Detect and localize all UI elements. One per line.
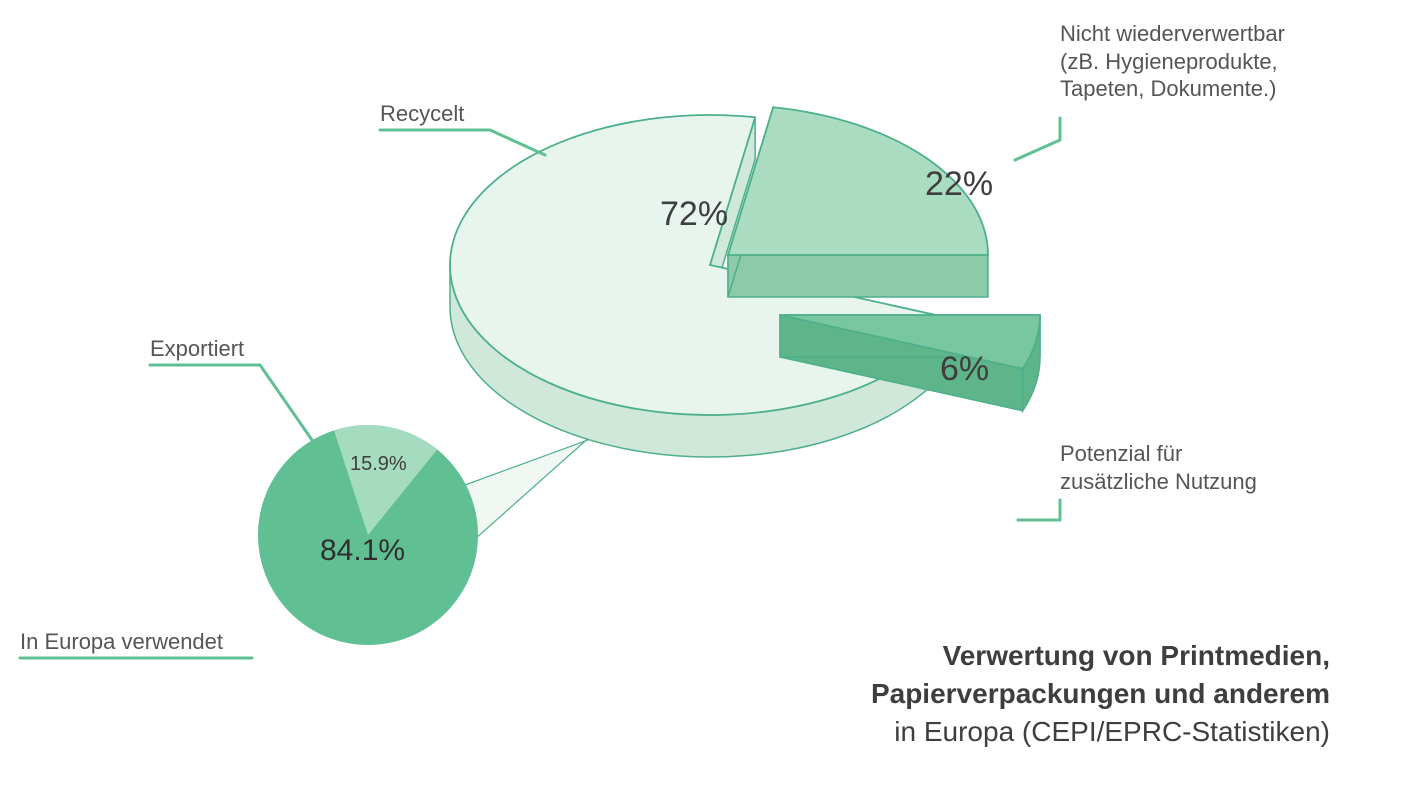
- caption-line-1: Verwertung von Printmedien,: [943, 640, 1330, 672]
- chart-stage: 72% 22% 6% 84.1% 15.9% Recycelt Nicht wieder…: [0, 0, 1402, 790]
- label-recycled: Recycelt: [380, 100, 464, 128]
- svg-text:15.9%: 15.9%: [350, 453, 407, 475]
- label-nonrecyclable: Nicht wiederverwertbar (zB. Hygieneprodu…: [1060, 20, 1285, 103]
- label-potential: Potenzial für zusätzliche Nutzung: [1060, 440, 1257, 495]
- svg-text:6%: 6%: [940, 350, 989, 388]
- label-exported: Exportiert: [150, 335, 244, 363]
- label-used-in-europe: In Europa verwendet: [20, 628, 223, 656]
- caption-line-2: Papierverpackungen und anderem: [871, 678, 1330, 710]
- svg-text:72%: 72%: [660, 195, 728, 233]
- svg-text:22%: 22%: [925, 165, 993, 203]
- caption-line-3: in Europa (CEPI/EPRC-Statistiken): [894, 716, 1330, 748]
- svg-text:84.1%: 84.1%: [320, 534, 405, 567]
